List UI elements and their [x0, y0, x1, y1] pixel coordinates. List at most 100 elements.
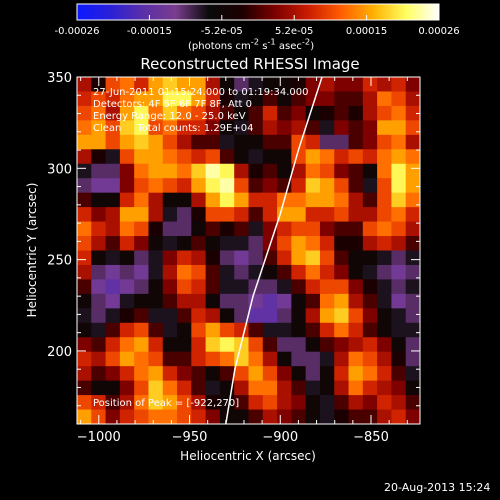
- heatmap-cell: [148, 279, 164, 295]
- heatmap-cell: [377, 163, 393, 179]
- heatmap-cell: [148, 91, 164, 107]
- heatmap-cell: [162, 409, 178, 424]
- heatmap-cell: [105, 279, 121, 295]
- heatmap-cell: [262, 409, 278, 424]
- heatmap-cell: [291, 120, 307, 136]
- heatmap-cell: [348, 91, 364, 107]
- heatmap-cell: [319, 149, 335, 165]
- heatmap-cell: [119, 178, 135, 194]
- heatmap-cell: [148, 264, 164, 281]
- heatmap-cell: [134, 192, 150, 208]
- heatmap-cell: [305, 163, 321, 179]
- heatmap-cell: [277, 178, 292, 194]
- heatmap-cell: [119, 395, 135, 411]
- heatmap-cell: [305, 250, 321, 266]
- heatmap-cell: [162, 322, 178, 338]
- heatmap-cell: [305, 293, 321, 309]
- heatmap-cell: [391, 236, 407, 252]
- heatmap-cell: [148, 366, 164, 382]
- heatmap-cell: [334, 149, 350, 165]
- colorbar-tick-label: -0.00015: [127, 26, 172, 37]
- heatmap-cell: [77, 395, 92, 411]
- heatmap-cell: [205, 308, 221, 324]
- heatmap-cell: [191, 250, 207, 266]
- heatmap-image: [77, 77, 420, 424]
- heatmap-cell: [305, 207, 321, 223]
- heatmap-cell: [234, 91, 250, 107]
- heatmap-cell: [334, 322, 350, 338]
- heatmap-cell: [291, 105, 307, 121]
- heatmap-cell: [191, 91, 207, 107]
- heatmap-cell: [105, 91, 121, 107]
- solar-limb-line: [225, 77, 323, 424]
- heatmap-cell: [362, 264, 378, 281]
- heatmap-cell: [248, 380, 264, 396]
- heatmap-cell: [205, 221, 221, 237]
- heatmap-cell: [248, 351, 264, 367]
- heatmap-cell: [162, 105, 178, 121]
- heatmap-cell: [277, 409, 292, 424]
- heatmap-cell: [305, 322, 321, 338]
- colorbar-tick-label: 0.00026: [418, 26, 459, 37]
- heatmap-cell: [148, 149, 164, 165]
- heatmap-cell: [362, 77, 378, 93]
- heatmap-cell: [262, 207, 278, 223]
- heatmap-cell: [391, 192, 407, 208]
- heatmap-cell: [205, 178, 221, 194]
- heatmap-cell: [291, 293, 307, 309]
- heatmap-cell: [191, 351, 207, 367]
- plot-title: Reconstructed RHESSI Image: [140, 55, 359, 73]
- heatmap-cell: [177, 149, 192, 165]
- heatmap-cell: [277, 322, 292, 338]
- heatmap-cell: [91, 163, 107, 179]
- heatmap-cell: [91, 105, 107, 121]
- heatmap-cell: [391, 120, 407, 136]
- heatmap-cell: [319, 221, 335, 237]
- heatmap-cell: [362, 322, 378, 338]
- heatmap-cell: [148, 207, 164, 223]
- heatmap-cell: [319, 409, 335, 424]
- heatmap-cell: [305, 134, 321, 150]
- heatmap-cell: [219, 163, 235, 179]
- heatmap-cell: [205, 77, 221, 93]
- heatmap-cell: [148, 163, 164, 179]
- heatmap-cell: [319, 192, 335, 208]
- heatmap-cell: [91, 207, 107, 223]
- heatmap-cell: [291, 308, 307, 324]
- heatmap-cell: [177, 395, 192, 411]
- heatmap-cell: [377, 178, 393, 194]
- heatmap-cell: [191, 236, 207, 252]
- heatmap-cell: [334, 380, 350, 396]
- heatmap-cell: [205, 149, 221, 165]
- heatmap-cell: [205, 192, 221, 208]
- heatmap-cell: [105, 134, 121, 150]
- colorbar-ticks: -0.00026 -0.00015 -5.2e-05 5.2e-05 0.00015 0.…: [55, 15, 460, 37]
- heatmap-cell: [105, 308, 121, 324]
- heatmap-cell: [162, 120, 178, 136]
- heatmap-cell: [291, 337, 307, 353]
- heatmap-cell: [105, 207, 121, 223]
- heatmap-cell: [334, 337, 350, 353]
- heatmap-cell: [191, 409, 207, 424]
- energy-range-text: Energy Range: 12.0 - 25.0 keV: [93, 111, 246, 122]
- heatmap-cell: [91, 134, 107, 150]
- heatmap-cell: [334, 120, 350, 136]
- heatmap-cell: [91, 250, 107, 266]
- heatmap-cell: [405, 279, 420, 295]
- heatmap-cell: [234, 105, 250, 121]
- heatmap-cell: [77, 163, 92, 179]
- heatmap-cell: [405, 207, 420, 223]
- heatmap-cell: [191, 322, 207, 338]
- heatmap-cell: [219, 264, 235, 281]
- x-tick-label: −850: [353, 430, 389, 445]
- heatmap-cell: [277, 264, 292, 281]
- heatmap-cell: [234, 236, 250, 252]
- heatmap-cell: [162, 91, 178, 107]
- heatmap-cell: [291, 77, 307, 93]
- heatmap-cell: [348, 134, 364, 150]
- heatmap-cell: [205, 351, 221, 367]
- heatmap-cell: [119, 380, 135, 396]
- heatmap-cell: [362, 380, 378, 396]
- heatmap-cell: [277, 337, 292, 353]
- heatmap-cell: [277, 163, 292, 179]
